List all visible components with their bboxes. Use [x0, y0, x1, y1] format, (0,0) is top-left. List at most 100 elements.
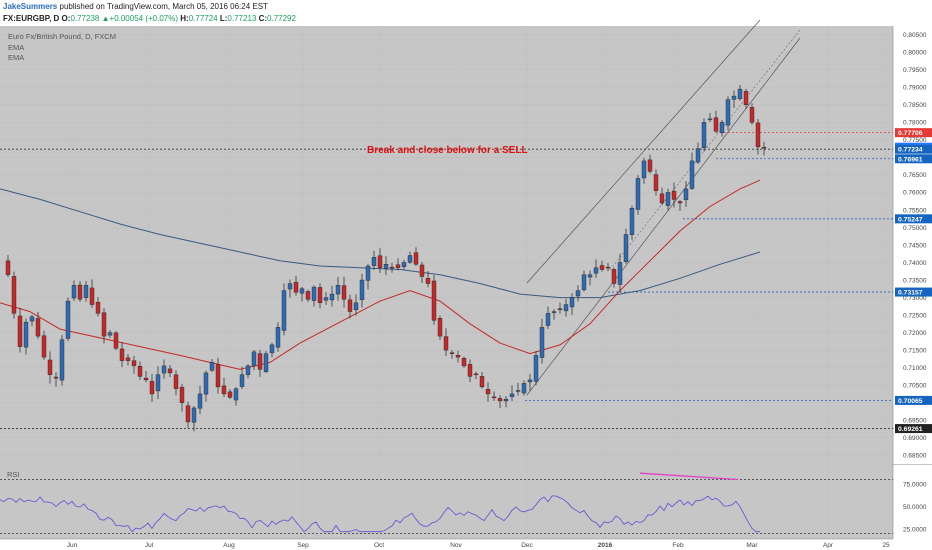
candle-body — [569, 297, 575, 308]
candle-body — [191, 407, 197, 423]
date-tick-label: Nov — [450, 542, 462, 549]
candle-body — [341, 285, 347, 300]
candle-body — [95, 301, 101, 314]
candle-body — [575, 290, 581, 297]
candle-body — [623, 234, 629, 262]
candle-body — [29, 316, 35, 322]
price-tick-label: 0.79000 — [903, 85, 927, 92]
price-tick-label: 0.79500 — [903, 67, 927, 74]
candle-body — [317, 287, 323, 304]
date-tick-label: Sep — [297, 542, 309, 549]
price-tick-label: 0.78500 — [903, 102, 927, 109]
price-tick-label: 0.71000 — [903, 365, 927, 372]
candle-body — [89, 287, 95, 305]
price-tick-label: 0.77500 — [903, 137, 927, 144]
price-tick-label: 0.73000 — [903, 295, 927, 302]
candle-body — [383, 264, 389, 269]
candle-body — [677, 201, 683, 204]
candle-body — [311, 286, 317, 301]
candle-body — [107, 332, 113, 336]
candle-body — [257, 353, 263, 370]
candle-body — [479, 376, 485, 388]
candle-body — [389, 266, 395, 269]
close-value: 0.77292 — [267, 14, 296, 23]
candle-body — [515, 390, 521, 392]
candle-body — [539, 327, 545, 358]
candle-body — [521, 383, 527, 394]
candle-body — [353, 302, 359, 310]
candle-body — [251, 351, 257, 367]
high-value: 0.77724 — [188, 14, 218, 23]
price-tick-label: 0.78000 — [903, 120, 927, 127]
candle-body — [509, 393, 515, 397]
price-label-box — [895, 144, 932, 154]
candle-body — [305, 291, 311, 300]
candle-body — [83, 285, 89, 298]
rsi-tick-label: 75.0000 — [903, 481, 927, 488]
candle-body — [491, 396, 497, 399]
date-tick-label: Oct — [374, 542, 384, 549]
price-tick-label: 0.69500 — [903, 418, 927, 425]
candle-body — [233, 388, 239, 401]
candle-body — [425, 278, 431, 284]
price-tick-label: 0.74000 — [903, 260, 927, 267]
candle-body — [71, 285, 77, 299]
candle-body — [761, 146, 767, 149]
price-tick-label: 0.80000 — [903, 50, 927, 57]
date-tick-label: Mar — [746, 542, 758, 549]
candle-body — [347, 299, 353, 312]
candle-body — [323, 297, 329, 301]
price-tick-label: 0.80500 — [903, 32, 927, 39]
price-tick-label: 0.71500 — [903, 347, 927, 354]
open-value: 0.77238 — [70, 14, 100, 23]
price-tick-label: 0.73500 — [903, 277, 927, 284]
close-label: C: — [258, 14, 268, 23]
candle-body — [731, 95, 737, 100]
up-arrow-icon: ▲ — [101, 14, 110, 23]
price-label-text: 0.76961 — [898, 156, 923, 163]
candle-body — [563, 304, 569, 312]
channel-mid-line — [609, 29, 801, 271]
candle-body — [671, 191, 677, 200]
price-tick-label: 0.75500 — [903, 207, 927, 214]
rsi-line — [0, 495, 760, 533]
candle-body — [707, 118, 713, 121]
candle-body — [227, 391, 233, 398]
date-tick-label: Jun — [67, 542, 78, 549]
candle-body — [143, 377, 149, 381]
candle-body — [113, 332, 119, 349]
change-value: +0.00054 (+0.07%) — [109, 14, 179, 23]
candle-body — [545, 313, 551, 326]
candle-body — [419, 264, 425, 277]
price-axis[interactable] — [893, 26, 932, 539]
candle-body — [155, 374, 161, 392]
rsi-tick-label: 25.0000 — [903, 526, 927, 533]
candle-body — [629, 208, 635, 235]
candle-body — [65, 300, 71, 339]
price-tick-label: 0.69000 — [903, 435, 927, 442]
symbol-label[interactable]: FX:EURGBP, D — [3, 14, 60, 23]
candle-body — [161, 365, 167, 374]
author-link[interactable]: JakeSummers — [3, 2, 58, 11]
candle-body — [221, 385, 227, 395]
candle-body — [263, 353, 269, 372]
price-label-text: 0.75247 — [898, 216, 923, 223]
candle-body — [179, 386, 185, 403]
time-axis[interactable] — [0, 539, 932, 550]
candle-body — [11, 276, 17, 314]
price-label-box — [895, 128, 932, 138]
candle-body — [275, 327, 281, 348]
candle-body — [17, 315, 23, 347]
candle-body — [449, 352, 455, 354]
candle-body — [401, 262, 407, 267]
price-tick-label: 0.72500 — [903, 312, 927, 319]
candle-body — [119, 348, 125, 361]
publish-line: JakeSummers published on TradingView.com… — [3, 2, 268, 11]
chart-header: JakeSummers published on TradingView.com… — [0, 0, 932, 26]
candle-body — [23, 321, 29, 348]
candle-body — [551, 311, 557, 313]
price-label-box — [895, 424, 932, 434]
candle-body — [167, 368, 173, 374]
sell-annotation: Break and close below for a SELL — [367, 145, 528, 156]
